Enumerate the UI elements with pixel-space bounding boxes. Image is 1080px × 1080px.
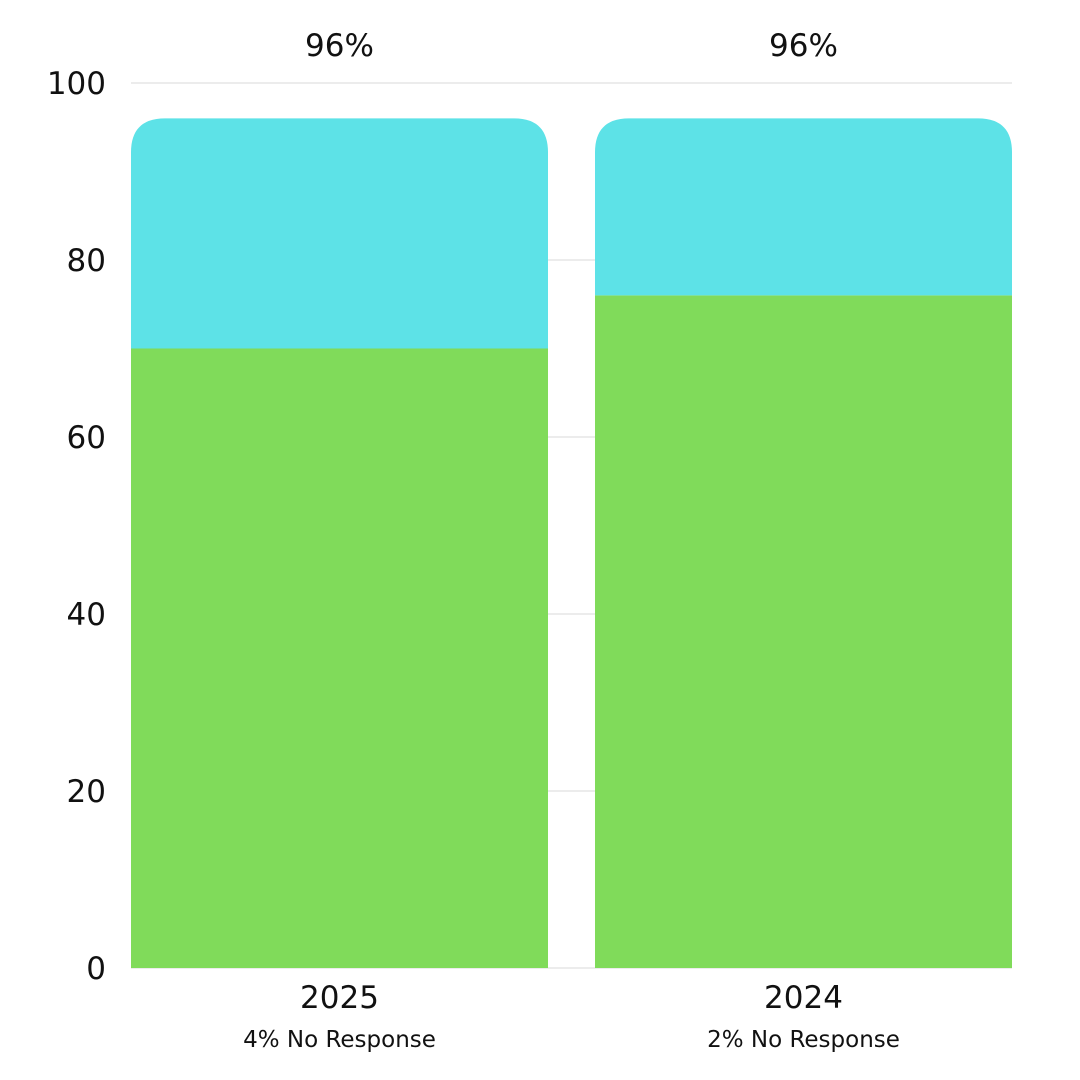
total-label-2025: 96% (305, 28, 374, 64)
bar-2024-segment-1 (595, 295, 1012, 968)
category-label-2025: 2025 (300, 980, 379, 1016)
y-tick-label: 80 (67, 243, 106, 279)
y-tick-label: 20 (67, 774, 106, 810)
bar-labels: 96% 2025 4% No Response 96% 2024 2% No Respon… (243, 28, 900, 1053)
total-label-2024: 96% (769, 28, 838, 64)
category-sublabel-2025: 4% No Response (243, 1027, 436, 1053)
category-sublabel-2024: 2% No Response (707, 1027, 900, 1053)
bar-2025-segment-2 (131, 118, 548, 349)
y-axis-tick-labels: 0 20 40 60 80 100 (47, 66, 106, 987)
y-tick-label: 100 (47, 66, 106, 102)
bar-2025-segment-1 (131, 348, 548, 968)
bar-2024-segment-2 (595, 118, 1012, 296)
bars (131, 118, 1012, 968)
y-tick-label: 0 (86, 951, 106, 987)
y-tick-label: 60 (67, 420, 106, 456)
category-label-2024: 2024 (764, 980, 843, 1016)
y-tick-label: 40 (67, 597, 106, 633)
